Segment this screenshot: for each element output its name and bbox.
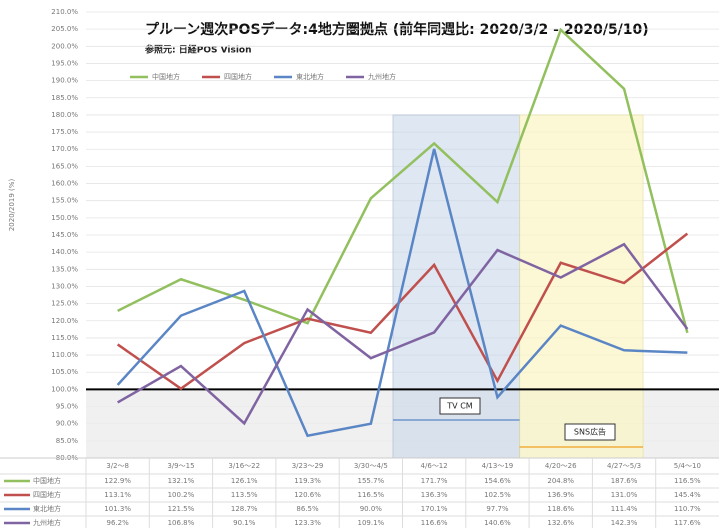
y-tick-label: 125.0% xyxy=(51,300,78,308)
y-tick-label: 90.0% xyxy=(56,420,79,428)
legend-label: 中国地方 xyxy=(152,72,180,81)
tv-cm-box xyxy=(439,397,481,415)
table-cell: 171.7% xyxy=(421,477,448,485)
y-tick-label: 100.0% xyxy=(51,385,78,393)
table-cell: 136.3% xyxy=(421,491,448,499)
table-cell: 140.6% xyxy=(484,519,511,527)
table-cell: 116.5% xyxy=(357,491,384,499)
table-cell: 100.2% xyxy=(168,491,195,499)
table-cell: 86.5% xyxy=(296,505,319,513)
legend-label: 東北地方 xyxy=(296,72,324,81)
table-row-label: 東北地方 xyxy=(33,504,61,513)
x-tick-label: 3/9～15 xyxy=(167,462,194,470)
table-cell: 136.9% xyxy=(547,491,574,499)
x-tick-label: 4/13～19 xyxy=(482,462,514,470)
table-cell: 122.9% xyxy=(104,477,131,485)
table-cell: 132.1% xyxy=(168,477,195,485)
y-tick-label: 105.0% xyxy=(51,368,78,376)
table-cell: 119.3% xyxy=(294,477,321,485)
series-line xyxy=(116,232,689,391)
y-tick-label: 95.0% xyxy=(56,403,79,411)
y-tick-label: 115.0% xyxy=(51,334,78,342)
table-cell: 170.1% xyxy=(421,505,448,513)
table-cell: 155.7% xyxy=(357,477,384,485)
y-tick-label: 130.0% xyxy=(51,282,78,290)
sns-box xyxy=(564,423,616,441)
y-tick-label: 150.0% xyxy=(51,214,78,222)
x-tick-label: 4/27～5/3 xyxy=(607,462,641,470)
y-tick-label: 205.0% xyxy=(51,25,78,33)
table-cell: 106.8% xyxy=(168,519,195,527)
table-cell: 111.4% xyxy=(611,505,638,513)
table-cell: 110.7% xyxy=(674,505,701,513)
series-line xyxy=(116,148,688,438)
x-tick-label: 3/30～4/5 xyxy=(354,462,388,470)
x-tick-label: 5/4～10 xyxy=(674,462,701,470)
table-row-label: 中国地方 xyxy=(33,476,61,485)
table-cell: 117.6% xyxy=(674,519,701,527)
table-cell: 187.6% xyxy=(611,477,638,485)
y-tick-label: 160.0% xyxy=(51,180,78,188)
table-cell: 96.2% xyxy=(107,519,130,527)
y-tick-label: 155.0% xyxy=(51,197,78,205)
table-cell: 97.7% xyxy=(486,505,509,513)
table-cell: 90.0% xyxy=(360,505,383,513)
table-row-label: 九州地方 xyxy=(33,518,61,527)
y-tick-label: 210.0% xyxy=(51,8,78,16)
x-tick-label: 4/6～12 xyxy=(421,462,448,470)
table-cell: 118.6% xyxy=(547,505,574,513)
table-cell: 132.6% xyxy=(547,519,574,527)
table-cell: 123.3% xyxy=(294,519,321,527)
table-cell: 116.6% xyxy=(421,519,448,527)
table-cell: 116.5% xyxy=(674,477,701,485)
table-cell: 142.3% xyxy=(611,519,638,527)
table-cell: 154.6% xyxy=(484,477,511,485)
y-tick-label: 165.0% xyxy=(51,162,78,170)
y-tick-label: 175.0% xyxy=(51,128,78,136)
table-cell: 145.4% xyxy=(674,491,701,499)
y-tick-label: 135.0% xyxy=(51,265,78,273)
table-row-label: 四国地方 xyxy=(33,490,61,499)
sns-period xyxy=(519,114,644,459)
annotation: TV CM xyxy=(446,402,472,411)
y-tick-label: 195.0% xyxy=(51,59,78,67)
x-tick-label: 3/16～22 xyxy=(228,462,260,470)
table-cell: 90.1% xyxy=(233,519,256,527)
chart-subtitle: 参照元: 日経POS Vision xyxy=(145,44,252,56)
x-tick-label: 4/20～26 xyxy=(545,462,577,470)
y-tick-label: 185.0% xyxy=(51,94,78,102)
y-tick-label: 200.0% xyxy=(51,42,78,50)
table-cell: 204.8% xyxy=(547,477,574,485)
table-cell: 113.5% xyxy=(231,491,258,499)
y-axis-title: 2020/2019 (%) xyxy=(8,179,16,232)
x-tick-label: 3/23～29 xyxy=(292,462,324,470)
y-tick-label: 145.0% xyxy=(51,231,78,239)
legend-label: 九州地方 xyxy=(368,72,396,81)
table-cell: 128.7% xyxy=(231,505,258,513)
y-tick-label: 140.0% xyxy=(51,248,78,256)
legend-label: 四国地方 xyxy=(224,72,252,81)
annotation: SNS広告 xyxy=(574,427,606,437)
table-cell: 101.3% xyxy=(104,505,131,513)
table-cell: 109.1% xyxy=(357,519,384,527)
table-cell: 113.1% xyxy=(104,491,131,499)
series-line xyxy=(117,27,689,334)
y-tick-label: 85.0% xyxy=(56,437,79,445)
x-tick-label: 3/2～8 xyxy=(106,462,129,470)
series-line xyxy=(117,242,689,426)
table-cell: 120.6% xyxy=(294,491,321,499)
table-cell: 102.5% xyxy=(484,491,511,499)
table-cell: 131.0% xyxy=(611,491,638,499)
table-cell: 126.1% xyxy=(231,477,258,485)
y-tick-label: 110.0% xyxy=(51,351,78,359)
y-tick-label: 180.0% xyxy=(51,111,78,119)
table-cell: 121.5% xyxy=(168,505,195,513)
y-tick-label: 170.0% xyxy=(51,145,78,153)
y-tick-label: 190.0% xyxy=(51,77,78,85)
y-tick-label: 120.0% xyxy=(51,317,78,325)
